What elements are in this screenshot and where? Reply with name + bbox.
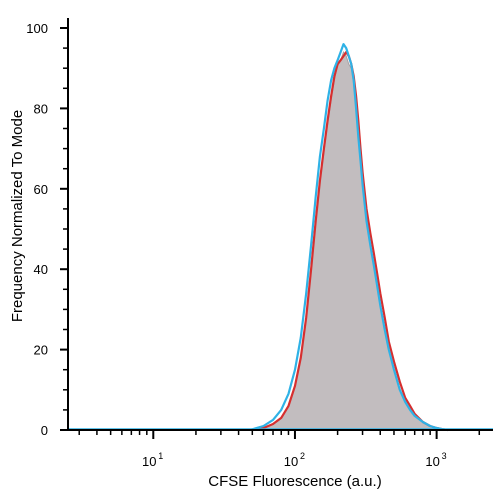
gray-filled-histogram [249, 51, 448, 431]
x-tick-label: 10 [284, 454, 298, 469]
y-tick-label: 60 [34, 182, 48, 197]
blue-histogram-line [249, 43, 448, 432]
x-axis-title: CFSE Fluorescence (a.u.) [208, 473, 381, 490]
y-tick-label: 20 [34, 343, 48, 358]
x-tick-exponent: 2 [300, 451, 305, 461]
x-tick-exponent: 1 [158, 451, 163, 461]
x-tick-exponent: 3 [442, 451, 447, 461]
y-axis-title: Frequency Normalized To Mode [9, 110, 26, 322]
x-tick-label: 10 [142, 454, 156, 469]
series-layer [68, 43, 493, 432]
y-tick-label: 40 [34, 262, 48, 277]
y-tick-label: 80 [34, 101, 48, 116]
x-tick-label: 10 [425, 454, 439, 469]
y-tick-label: 0 [41, 423, 48, 438]
y-tick-label: 100 [26, 21, 48, 36]
